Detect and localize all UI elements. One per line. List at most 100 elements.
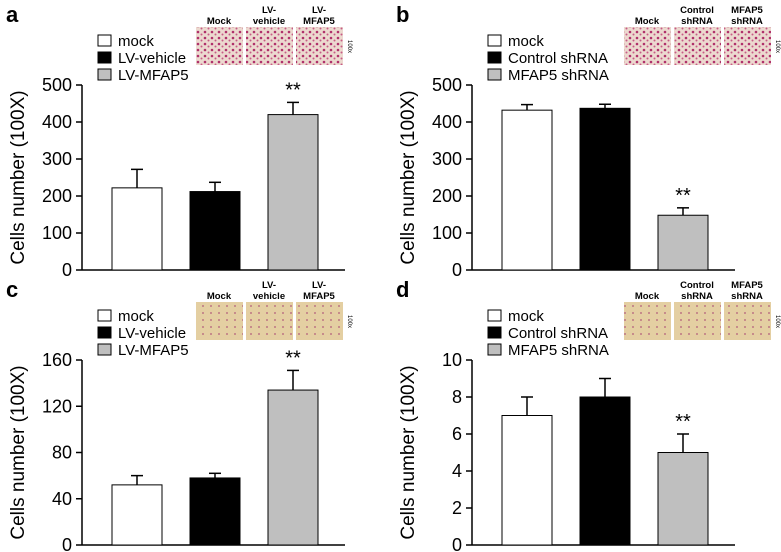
- image-label: shRNA: [681, 16, 713, 27]
- y-tick-label: 160: [42, 350, 72, 370]
- y-axis-label: Cells number (100X): [398, 90, 419, 264]
- micrograph: [296, 302, 343, 340]
- legend-label: MFAP5 shRNA: [508, 342, 609, 359]
- legend-swatch: [487, 68, 502, 81]
- image-label: Mock: [207, 291, 232, 302]
- image-label: shRNA: [731, 16, 763, 27]
- micrograph: [296, 27, 343, 65]
- legend-swatch: [97, 68, 112, 81]
- y-tick-label: 120: [42, 396, 72, 416]
- panel-label: d: [396, 277, 409, 302]
- legend-swatch: [487, 34, 502, 47]
- y-tick-label: 4: [452, 461, 462, 481]
- micrograph: [624, 302, 671, 340]
- bar: [111, 484, 163, 546]
- legend-swatch: [97, 309, 112, 322]
- image-label: MFAP5: [731, 280, 763, 291]
- significance-label: **: [285, 79, 301, 101]
- micrograph: [724, 27, 771, 65]
- y-tick-label: 400: [42, 112, 72, 132]
- legend-swatch: [487, 51, 502, 64]
- bar: [111, 187, 163, 271]
- legend-label: mock: [118, 33, 154, 50]
- bar: [267, 114, 319, 271]
- bar: [501, 415, 553, 546]
- bar: [657, 452, 709, 546]
- image-label: Mock: [635, 16, 660, 27]
- image-label: LV-: [262, 5, 276, 16]
- micrograph: [724, 302, 771, 340]
- image-label: MFAP5: [731, 5, 763, 16]
- micrograph: [246, 27, 293, 65]
- image-label: vehicle: [253, 16, 285, 27]
- image-label: shRNA: [731, 291, 763, 302]
- image-label: LV-: [312, 5, 326, 16]
- image-label: Control: [680, 280, 714, 291]
- y-tick-label: 400: [432, 112, 462, 132]
- y-axis-label: Cells number (100X): [398, 365, 419, 539]
- significance-label: **: [285, 347, 301, 369]
- image-label: MFAP5: [303, 16, 335, 27]
- bar: [189, 191, 241, 271]
- magnification-label: 100x: [774, 40, 780, 53]
- y-tick-label: 40: [52, 489, 72, 509]
- legend-label: Control shRNA: [508, 50, 608, 67]
- y-tick-label: 6: [452, 424, 462, 444]
- legend-label: mock: [508, 308, 544, 325]
- legend-swatch: [487, 343, 502, 356]
- legend-label: MFAP5 shRNA: [508, 67, 609, 84]
- significance-label: **: [675, 185, 691, 207]
- legend-swatch: [97, 343, 112, 356]
- image-label: MFAP5: [303, 291, 335, 302]
- image-label: LV-: [312, 280, 326, 291]
- bar: [267, 389, 319, 546]
- image-label: LV-: [262, 280, 276, 291]
- legend-swatch: [487, 326, 502, 339]
- bar: [579, 107, 631, 271]
- bar: [579, 396, 631, 546]
- legend-label: mock: [508, 33, 544, 50]
- bar: [501, 109, 553, 271]
- y-tick-label: 0: [452, 535, 462, 552]
- y-tick-label: 80: [52, 443, 72, 463]
- image-label: Control: [680, 5, 714, 16]
- y-tick-label: 8: [452, 387, 462, 407]
- significance-label: **: [675, 411, 691, 433]
- panel-label: a: [6, 2, 19, 27]
- y-tick-label: 200: [42, 186, 72, 206]
- y-tick-label: 0: [62, 260, 72, 280]
- y-tick-label: 0: [452, 260, 462, 280]
- panel-label: c: [6, 277, 18, 302]
- y-tick-label: 0: [62, 535, 72, 552]
- legend-label: LV-vehicle: [118, 50, 186, 67]
- bar: [189, 477, 241, 546]
- micrograph: [196, 302, 243, 340]
- legend-label: Control shRNA: [508, 325, 608, 342]
- legend-swatch: [487, 309, 502, 322]
- image-label: Mock: [635, 291, 660, 302]
- y-tick-label: 300: [432, 149, 462, 169]
- y-axis-label: Cells number (100X): [8, 90, 29, 264]
- y-tick-label: 500: [432, 75, 462, 95]
- magnification-label: 100x: [346, 40, 352, 53]
- legend-swatch: [97, 51, 112, 64]
- panel: b Cells number (100X) 0 100 200 300 400 500 mock…: [396, 2, 780, 280]
- micrograph: [674, 27, 721, 65]
- legend-label: LV-MFAP5: [118, 67, 189, 84]
- panel: a Cells number (100X) 0 100 200 300 400 500 mock…: [6, 2, 352, 280]
- y-axis-label: Cells number (100X): [8, 365, 29, 539]
- y-tick-label: 100: [432, 223, 462, 243]
- legend-label: mock: [118, 308, 154, 325]
- micrograph: [196, 27, 243, 65]
- image-label: vehicle: [253, 291, 285, 302]
- legend-swatch: [97, 34, 112, 47]
- micrograph: [246, 302, 293, 340]
- bar: [657, 214, 709, 271]
- legend-label: LV-MFAP5: [118, 342, 189, 359]
- legend-label: LV-vehicle: [118, 325, 186, 342]
- y-tick-label: 300: [42, 149, 72, 169]
